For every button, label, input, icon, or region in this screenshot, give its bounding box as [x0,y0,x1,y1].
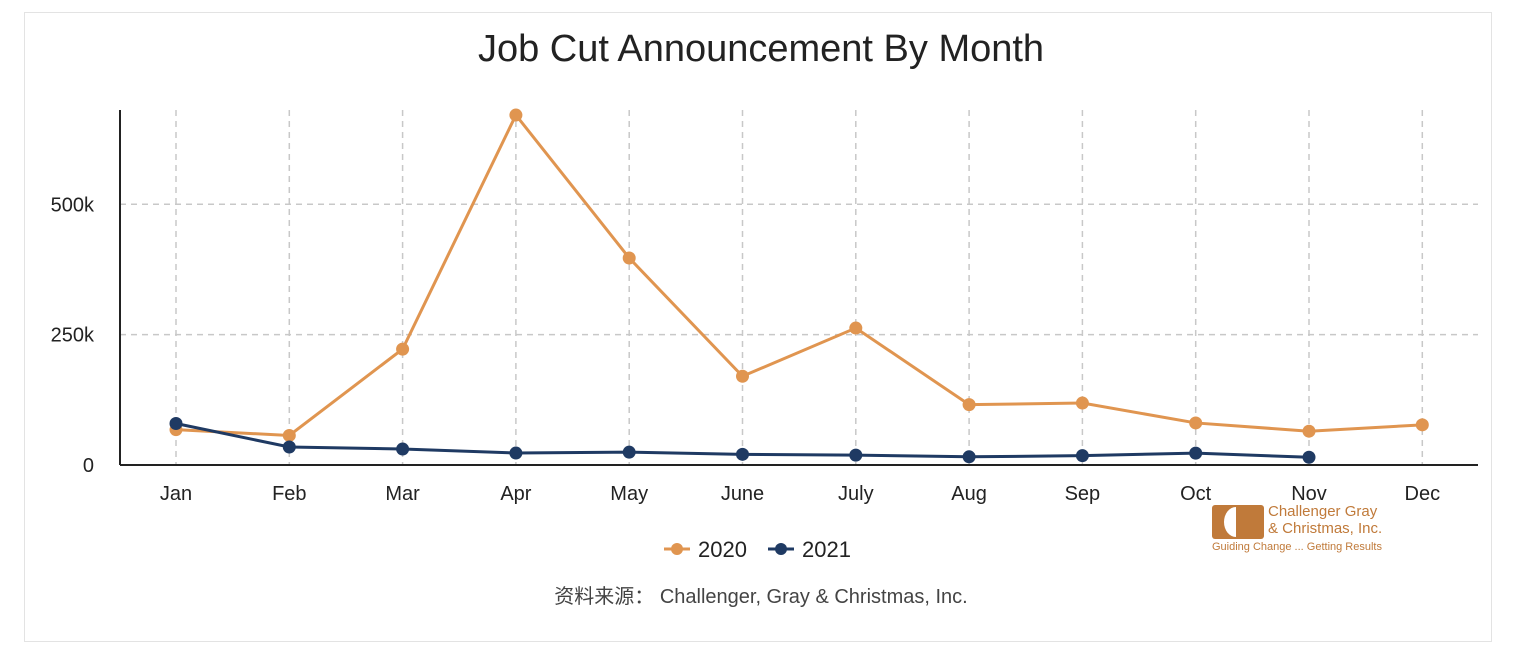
legend-label: 2021 [802,537,851,562]
data-point-2021-mar [396,442,410,456]
x-tick-label: June [721,483,764,505]
x-tick-label: Apr [500,483,531,505]
y-tick-label: 500k [51,194,95,216]
y-tick-label: 0 [83,455,94,477]
legend-item-2021[interactable]: 2021 [768,537,851,562]
data-point-2020-oct [1189,416,1203,430]
source-note: 资料来源： Challenger, Gray & Christmas, Inc. [554,586,968,608]
data-point-2020-june [736,369,749,383]
series-line-2020 [175,112,1423,437]
data-point-2021-nov [1302,450,1316,464]
data-point-2020-apr [509,108,523,122]
data-point-2020-sep [1075,396,1089,410]
x-tick-label: May [610,483,648,505]
chart-title: Job Cut Announcement By Month [477,28,1045,70]
data-point-2020-aug [962,398,976,412]
x-tick-label: Aug [951,483,987,505]
data-point-2021-june [736,447,749,461]
data-point-2021-may [622,445,636,459]
logo-name-line2: & Christmas, Inc. [1268,520,1383,537]
x-tick-label: Dec [1405,483,1441,505]
data-point-2021-jan [169,417,183,431]
data-point-2021-feb [282,440,296,454]
logo-tagline: Guiding Change ... Getting Results [1212,541,1382,553]
data-point-2020-mar [396,342,410,356]
axes [119,110,1478,466]
logo-name: Challenger Gray & Christmas, Inc. [1268,503,1382,537]
x-tick-labels: Jan Feb Mar Apr May June July Aug Sep Oct Nov Dec [160,483,1440,505]
data-point-2021-aug [962,450,976,464]
data-point-2020-nov [1302,424,1316,438]
x-tick-label: Feb [272,483,306,505]
x-tick-label: Oct [1180,483,1212,505]
x-tick-label: Mar [385,483,420,505]
legend[interactable]: 2020 2021 [664,537,851,562]
series-layer [169,108,1429,464]
legend-swatch-marker [775,543,787,555]
data-point-2021-oct [1189,446,1203,460]
y-tick-label: 250k [51,325,95,347]
data-point-2020-july [849,321,863,335]
legend-label: 2020 [698,537,747,562]
data-point-2020-may [622,251,636,265]
series-2020 [169,108,1429,442]
data-point-2020-feb [282,428,296,442]
legend-swatch-marker [671,543,683,555]
grid-lines [120,110,1478,465]
x-tick-label: Nov [1291,483,1327,505]
legend-item-2020[interactable]: 2020 [664,537,747,562]
data-point-2021-apr [509,446,523,460]
data-point-2021-july [849,448,863,462]
challenger-logo: Challenger Gray & Christmas, Inc. Guidin… [1210,503,1410,563]
x-tick-label: Jan [160,483,192,505]
data-point-2020-dec [1415,418,1429,432]
series-2021 [169,417,1316,464]
x-tick-label: Sep [1065,483,1101,505]
data-point-2021-sep [1075,449,1089,463]
x-tick-label: July [838,483,874,505]
y-tick-labels: 0 250k 500k [51,194,95,477]
logo-mark-icon [1212,505,1264,539]
logo-name-line1: Challenger Gray [1268,503,1378,520]
